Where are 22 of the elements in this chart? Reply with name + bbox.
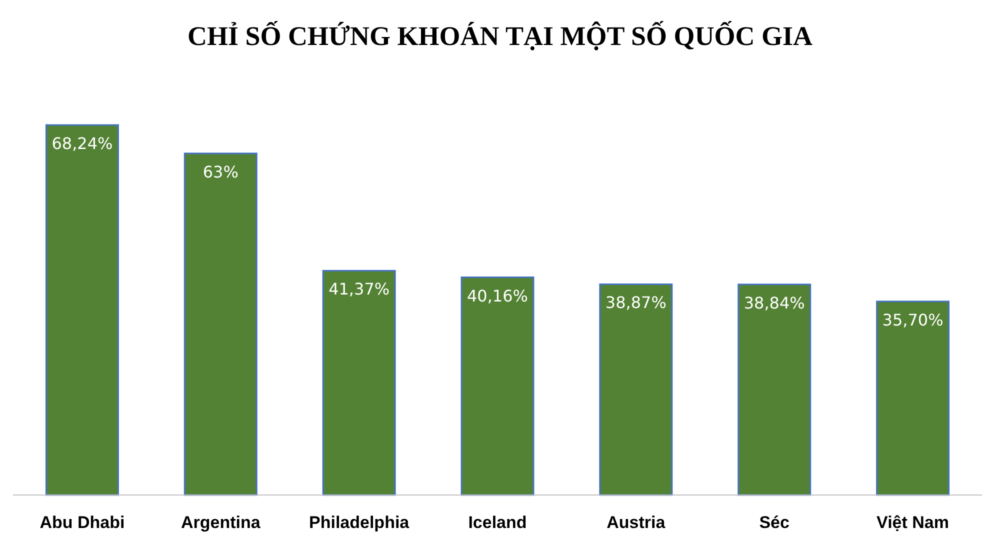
data-label: 35,70% (882, 310, 944, 330)
bar (322, 270, 396, 496)
x-tick-label: Philadelphia (309, 513, 410, 532)
x-tick-label: Iceland (468, 513, 527, 532)
bar (45, 124, 119, 496)
bar (738, 284, 812, 496)
data-label: 40,16% (466, 286, 528, 306)
chart-title: CHỈ SỐ CHỨNG KHOÁN TẠI MỘT SỐ QUỐC GIA (187, 20, 814, 51)
data-label: 38,87% (605, 293, 666, 312)
bar (876, 300, 950, 496)
bar (460, 276, 534, 496)
x-tick-label: Abu Dhabi (40, 513, 125, 532)
data-label: 41,37% (328, 280, 390, 299)
x-tick-label: Argentina (180, 513, 261, 532)
data-label: 63% (202, 162, 238, 182)
x-tick-label: Austria (606, 513, 666, 532)
data-label: 38,84% (744, 293, 805, 312)
bar (184, 152, 258, 496)
x-tick-label: Việt Nam (876, 513, 950, 532)
bar (599, 283, 673, 496)
x-tick-label: Séc (759, 513, 790, 532)
data-label: 68,24% (52, 134, 113, 153)
